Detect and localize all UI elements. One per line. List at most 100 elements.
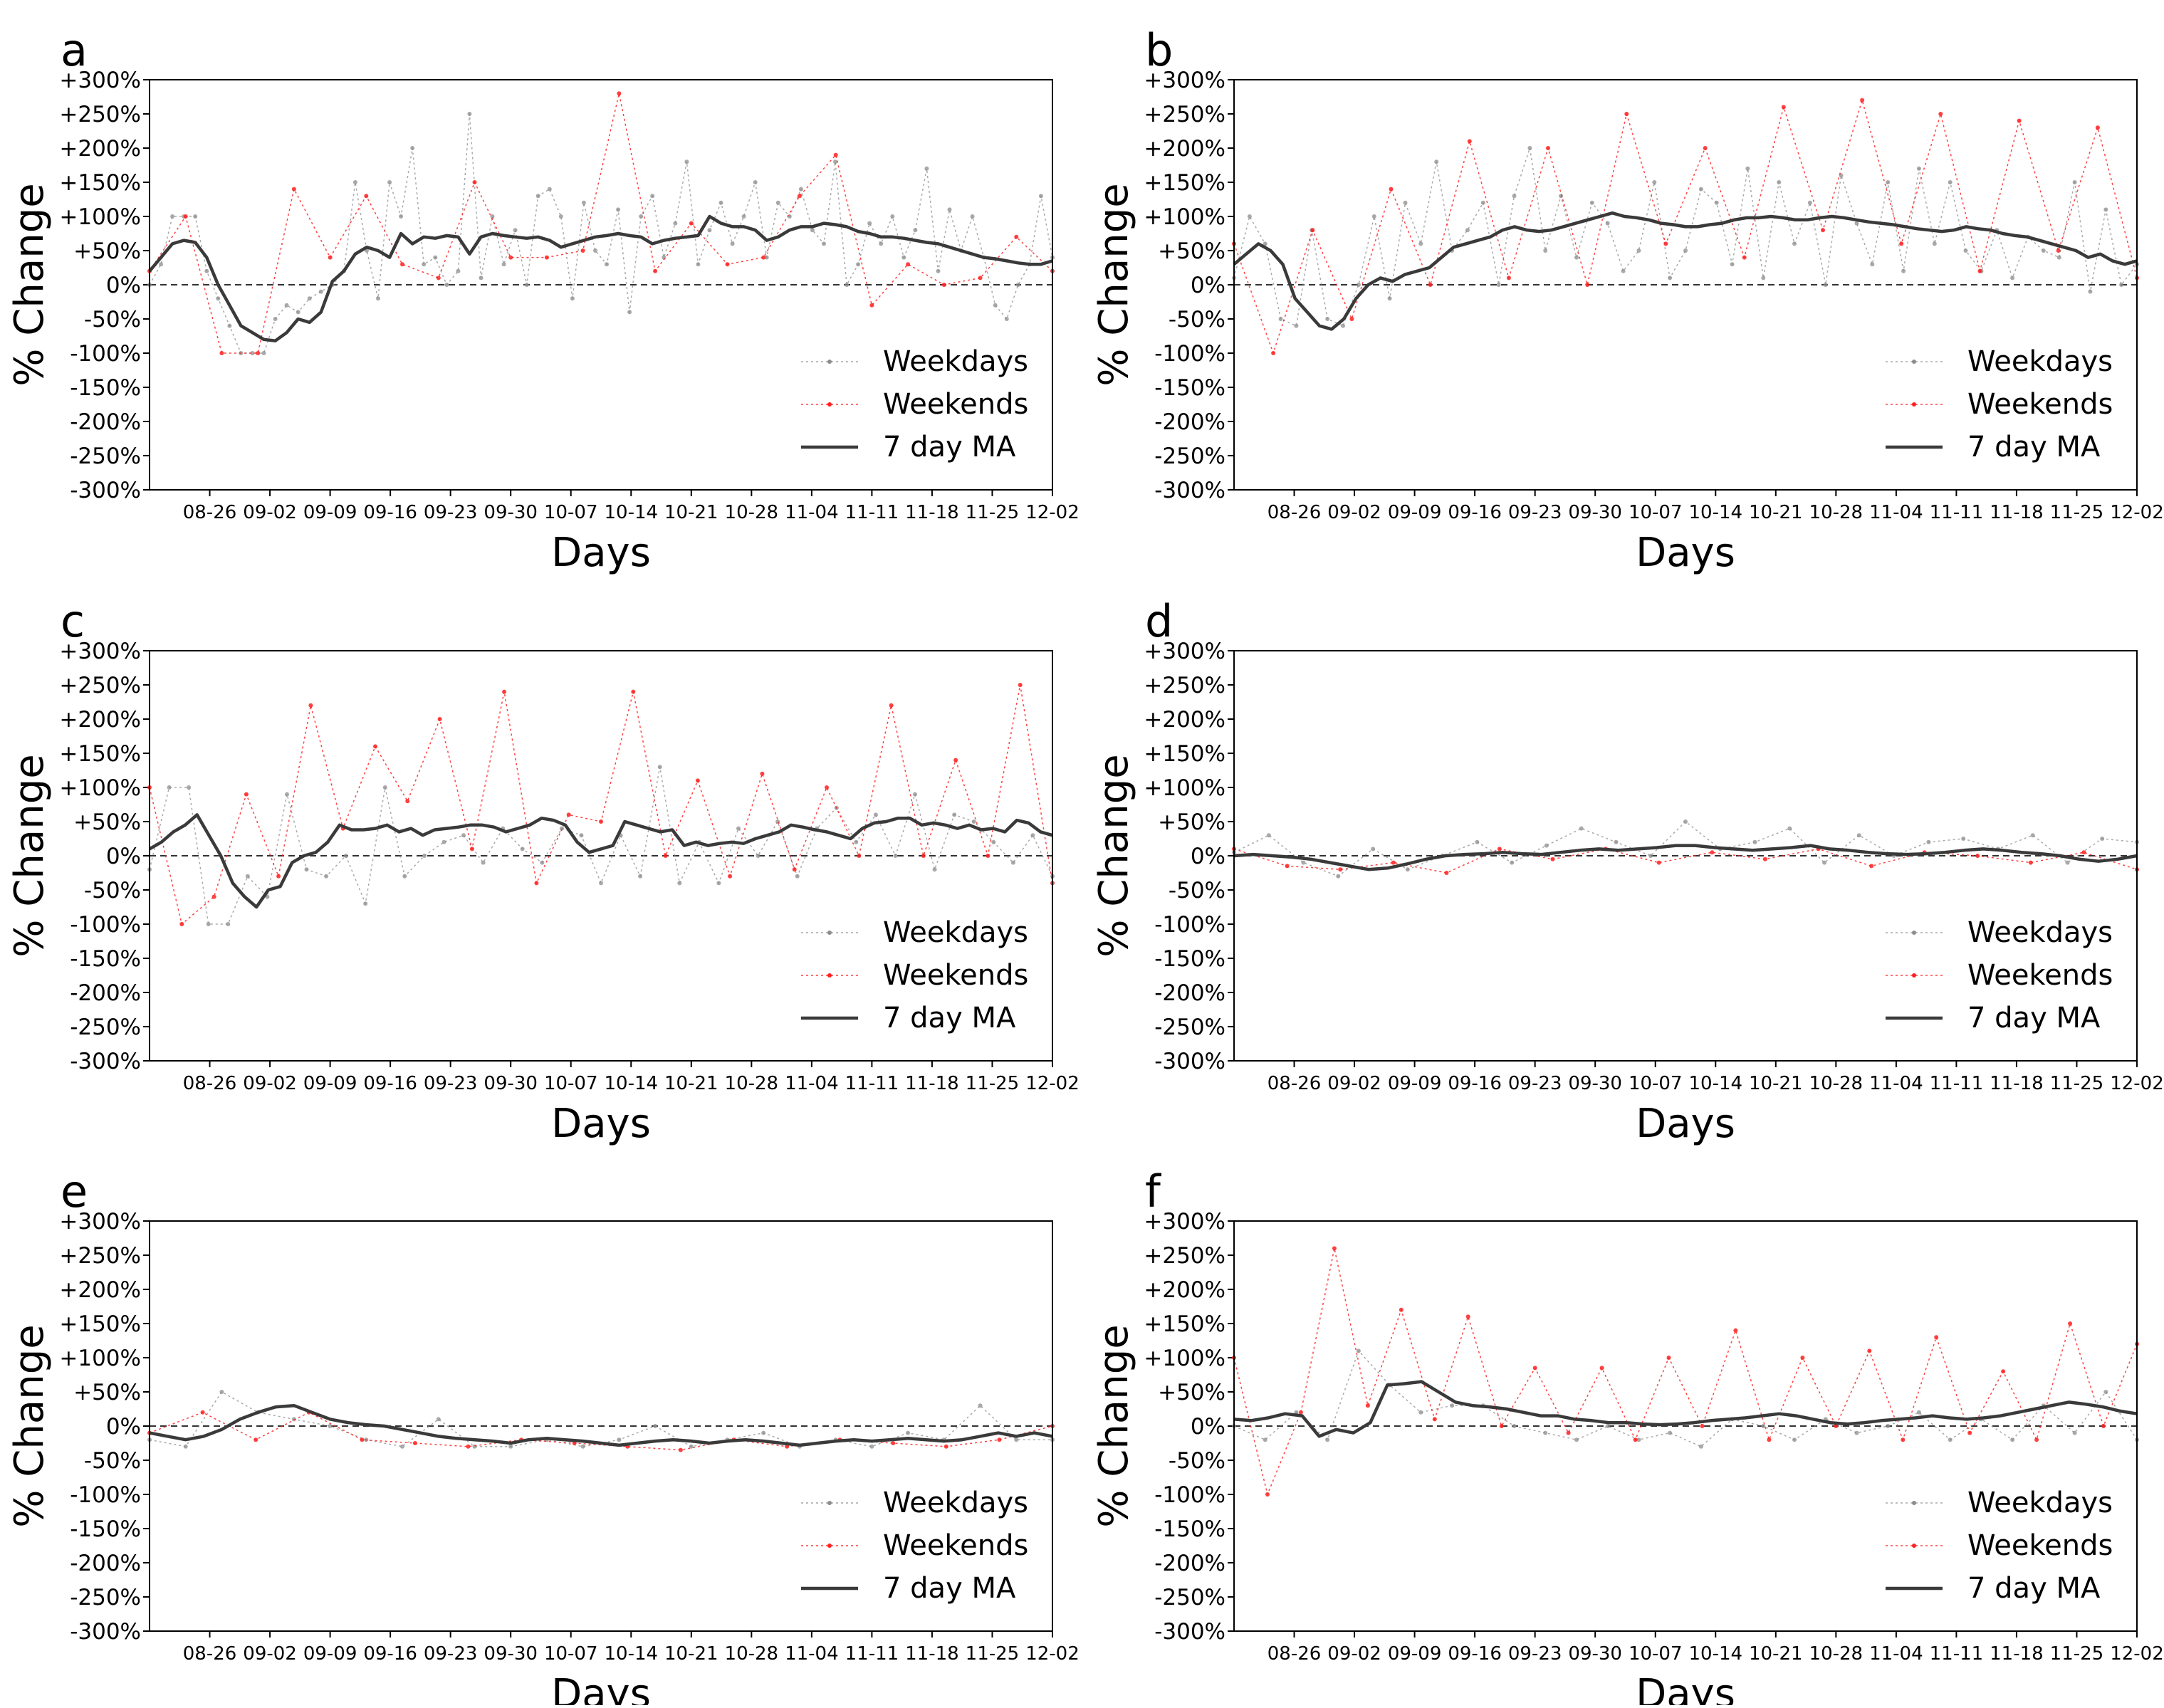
- x-tick-label: 11-25: [966, 1073, 1020, 1094]
- data-point-weekends: [2028, 860, 2033, 865]
- data-point-weekdays: [2010, 276, 2015, 281]
- data-point-weekends: [1663, 241, 1668, 246]
- panel-label: c: [61, 595, 85, 647]
- data-point-weekdays: [653, 1424, 658, 1428]
- x-tick-label: 09-23: [424, 1073, 478, 1094]
- data-point-weekdays: [558, 214, 563, 219]
- data-point-weekdays: [1963, 248, 1968, 253]
- data-point-weekdays: [854, 839, 859, 844]
- data-point-weekdays: [1544, 843, 1549, 848]
- data-point-weekdays: [893, 854, 898, 858]
- data-point-weekdays: [689, 1444, 694, 1449]
- panel-c: c+300% +250% +200% +150% +100% +50% 0% -50% -100…: [6, 595, 1080, 1147]
- data-point-weekdays: [193, 214, 198, 219]
- data-point-weekdays: [1356, 1348, 1361, 1353]
- data-point-weekdays: [810, 228, 815, 233]
- x-tick-label: 10-14: [1688, 502, 1742, 523]
- data-point-weekdays: [1961, 837, 1966, 841]
- data-point-weekdays: [291, 1417, 296, 1422]
- y-tick-label: -250%: [1154, 444, 1225, 469]
- data-point-weekends: [1391, 860, 1396, 865]
- legend-marker-weekends: [827, 1544, 832, 1548]
- data-point-weekdays: [1266, 833, 1271, 838]
- data-point-weekdays: [2100, 837, 2105, 841]
- data-point-weekdays: [2041, 248, 2046, 253]
- x-tick-label: 11-18: [1990, 502, 2044, 523]
- data-point-weekends: [566, 812, 571, 817]
- data-point-weekdays: [159, 262, 164, 267]
- y-tick-label: -150%: [70, 375, 141, 401]
- y-tick-label: -300%: [1154, 478, 1225, 503]
- x-tick-label: 12-02: [1025, 502, 1080, 523]
- data-point-weekdays: [605, 262, 609, 267]
- data-point-weekdays: [696, 262, 701, 267]
- legend-marker-weekdays: [827, 360, 832, 364]
- data-point-weekdays: [273, 317, 278, 321]
- data-point-weekends: [725, 262, 730, 267]
- y-tick-label: +200%: [1144, 1277, 1225, 1303]
- x-axis-label: Days: [1636, 1671, 1735, 1705]
- x-tick-label: 10-21: [664, 1643, 718, 1665]
- data-point-weekdays: [1777, 180, 1782, 184]
- data-point-weekdays: [1418, 241, 1423, 246]
- y-tick-label: -200%: [1154, 409, 1225, 435]
- data-point-weekdays: [890, 214, 895, 219]
- data-point-weekends: [1399, 1307, 1404, 1312]
- legend-label-weekdays: Weekdays: [883, 916, 1028, 949]
- y-tick-label: -200%: [70, 1551, 141, 1576]
- data-point-weekdays: [479, 276, 483, 281]
- data-point-weekends: [364, 194, 369, 199]
- data-point-weekdays: [798, 187, 803, 192]
- y-tick-label: -250%: [70, 1585, 141, 1610]
- y-tick-label: -200%: [70, 980, 141, 1006]
- data-point-weekdays: [1371, 847, 1376, 852]
- data-point-weekends: [1014, 234, 1019, 239]
- x-tick-label: 10-28: [1809, 1073, 1864, 1094]
- data-point-weekdays: [245, 874, 250, 879]
- data-point-weekends: [825, 785, 829, 790]
- data-point-weekdays: [650, 194, 655, 199]
- y-tick-label: -100%: [70, 1482, 141, 1508]
- panel-a: a+300% +250% +200% +150% +100% +50% 0% -50% -100…: [6, 24, 1080, 576]
- y-tick-label: -150%: [1154, 375, 1225, 401]
- x-tick-label: 08-26: [183, 1073, 237, 1094]
- y-tick-label: +150%: [59, 1311, 141, 1337]
- data-point-weekends: [1349, 317, 1354, 321]
- x-tick-label: 11-25: [2050, 1643, 2104, 1665]
- legend-label-7-day-ma: 7 day MA: [883, 1572, 1016, 1605]
- data-point-weekdays: [1527, 146, 1532, 150]
- plot-frame: [1233, 650, 2138, 1062]
- data-point-weekdays: [524, 283, 529, 287]
- data-point-weekdays: [952, 812, 957, 817]
- legend-label-7-day-ma: 7 day MA: [1967, 431, 2101, 463]
- x-tick-label: 10-21: [1749, 502, 1803, 523]
- y-tick-label: -300%: [70, 478, 141, 503]
- data-point-weekdays: [261, 351, 266, 355]
- y-tick-label: +100%: [1144, 775, 1225, 801]
- data-point-weekdays: [822, 241, 826, 246]
- data-point-weekends: [2017, 118, 2022, 123]
- data-point-weekdays: [324, 874, 329, 879]
- x-tick-label: 12-02: [2110, 1073, 2164, 1094]
- x-tick-label: 11-25: [966, 1643, 1020, 1665]
- x-axis-label: Days: [1636, 530, 1735, 576]
- data-point-weekdays: [1510, 860, 1515, 865]
- data-point-weekends: [978, 276, 983, 281]
- y-tick-label: +150%: [59, 170, 141, 196]
- data-point-weekdays: [1004, 317, 1009, 321]
- data-point-weekdays: [1648, 854, 1653, 858]
- data-point-weekdays: [1263, 241, 1267, 246]
- data-point-weekends: [1432, 1417, 1437, 1422]
- x-tick-label: 09-23: [1508, 1643, 1562, 1665]
- x-tick-label: 11-11: [1930, 502, 1984, 523]
- plot-frame: [1233, 1220, 2138, 1632]
- x-tick-label: 11-25: [966, 502, 1020, 523]
- data-point-weekdays: [352, 180, 357, 184]
- data-point-weekends: [1834, 1424, 1839, 1428]
- x-tick-label: 09-02: [1327, 1073, 1381, 1094]
- x-tick-label: 09-16: [363, 1643, 417, 1665]
- data-point-weekdays: [1356, 283, 1361, 287]
- data-point-weekends: [906, 262, 911, 267]
- series-line-7-day-ma: [1233, 211, 2138, 331]
- x-tick-label: 09-09: [303, 1643, 357, 1665]
